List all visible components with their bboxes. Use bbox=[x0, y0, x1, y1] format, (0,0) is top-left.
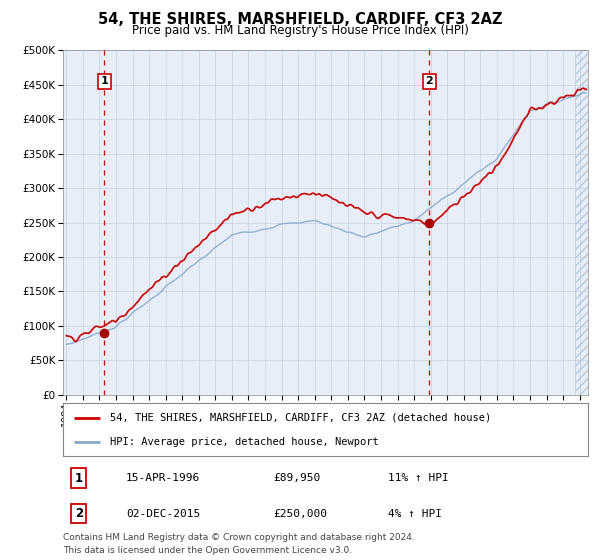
Text: Contains HM Land Registry data © Crown copyright and database right 2024.: Contains HM Land Registry data © Crown c… bbox=[63, 533, 415, 542]
Text: 54, THE SHIRES, MARSHFIELD, CARDIFF, CF3 2AZ (detached house): 54, THE SHIRES, MARSHFIELD, CARDIFF, CF3… bbox=[110, 413, 491, 423]
Text: Price paid vs. HM Land Registry's House Price Index (HPI): Price paid vs. HM Land Registry's House … bbox=[131, 24, 469, 37]
Bar bbox=[575, 50, 588, 395]
Text: 1: 1 bbox=[100, 76, 108, 86]
Text: 4% ↑ HPI: 4% ↑ HPI bbox=[389, 508, 443, 519]
Text: 2: 2 bbox=[425, 76, 433, 86]
Text: HPI: Average price, detached house, Newport: HPI: Average price, detached house, Newp… bbox=[110, 437, 379, 447]
Text: 1: 1 bbox=[74, 472, 83, 485]
Text: £250,000: £250,000 bbox=[273, 508, 327, 519]
Text: 15-APR-1996: 15-APR-1996 bbox=[126, 473, 200, 483]
Text: 11% ↑ HPI: 11% ↑ HPI bbox=[389, 473, 449, 483]
Text: 54, THE SHIRES, MARSHFIELD, CARDIFF, CF3 2AZ: 54, THE SHIRES, MARSHFIELD, CARDIFF, CF3… bbox=[98, 12, 502, 27]
Text: 02-DEC-2015: 02-DEC-2015 bbox=[126, 508, 200, 519]
Text: £89,950: £89,950 bbox=[273, 473, 320, 483]
Bar bbox=[575, 50, 588, 395]
Text: This data is licensed under the Open Government Licence v3.0.: This data is licensed under the Open Gov… bbox=[63, 546, 352, 555]
Text: 2: 2 bbox=[74, 507, 83, 520]
